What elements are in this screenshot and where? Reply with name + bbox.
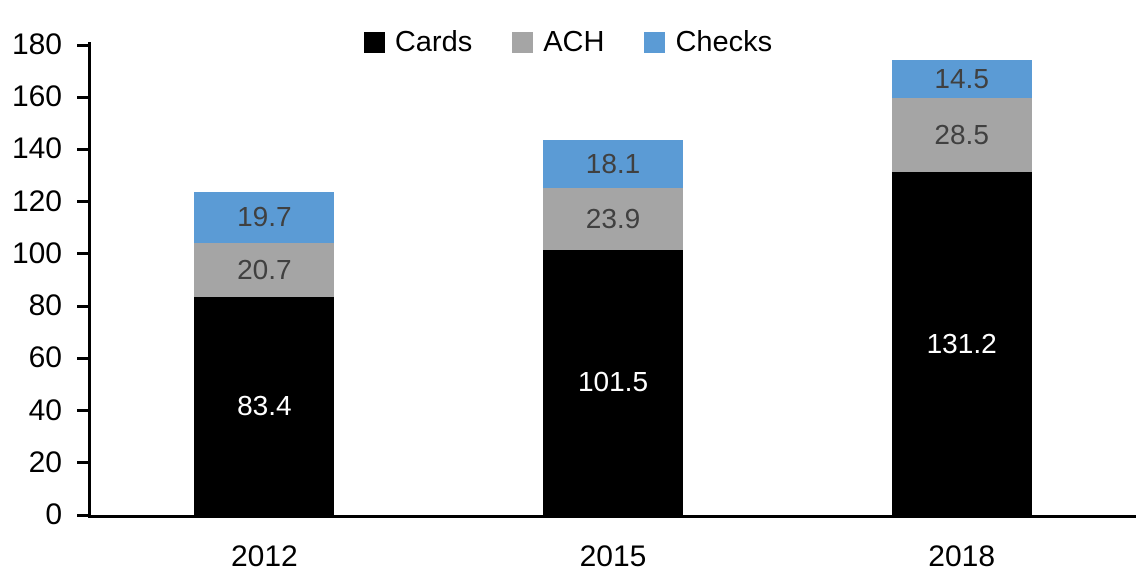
y-tick-label: 120 — [11, 184, 62, 218]
y-tick-label: 60 — [28, 341, 62, 375]
y-tick-mark — [77, 252, 88, 256]
bar-segment-cards-2015: 101.5 — [543, 249, 683, 515]
bar-value-label: 83.4 — [237, 390, 292, 422]
x-axis-line — [88, 515, 1136, 518]
bar-segment-checks-2012: 19.7 — [194, 191, 335, 244]
bar-segment-cards-2018: 131.2 — [891, 172, 1032, 515]
legend-label: Cards — [394, 26, 473, 58]
y-tick-mark — [77, 409, 88, 413]
x-tick-label-2015: 2015 — [579, 540, 647, 573]
x-tick-label-2018: 2018 — [928, 540, 996, 573]
bar-segment-checks-2015: 18.1 — [543, 140, 683, 188]
y-tick-mark — [77, 513, 88, 517]
bar-segment-cards-2012: 83.4 — [194, 297, 335, 515]
bar-value-label: 19.7 — [237, 201, 292, 233]
bar-segment-ach-2012: 20.7 — [194, 243, 335, 298]
legend-swatch-checks — [644, 32, 666, 53]
legend-item-checks: Checks — [644, 28, 772, 57]
bar-segment-ach-2018: 28.5 — [891, 98, 1032, 173]
bar-value-label: 101.5 — [577, 366, 649, 398]
legend-item-ach: ACH — [512, 28, 604, 57]
legend-label: ACH — [543, 26, 605, 58]
bar-value-label: 28.5 — [934, 119, 989, 151]
y-tick-label: 140 — [11, 132, 62, 166]
bar-value-label: 14.5 — [934, 63, 989, 95]
bar-value-label: 20.7 — [237, 254, 292, 286]
y-tick-mark — [77, 95, 88, 99]
y-tick-mark — [77, 200, 88, 204]
y-tick-label: 160 — [11, 80, 62, 114]
chart-legend: Cards ACH Checks — [0, 28, 1136, 57]
bar-value-label: 23.9 — [585, 202, 641, 234]
x-tick-label-2012: 2012 — [230, 540, 298, 573]
legend-swatch-cards — [363, 32, 385, 53]
y-tick-label: 80 — [28, 289, 62, 323]
legend-swatch-ach — [512, 32, 534, 53]
y-tick-mark — [77, 461, 88, 465]
legend-label: Checks — [675, 26, 773, 58]
y-tick-label: 20 — [28, 445, 62, 479]
y-tick-mark — [77, 356, 88, 360]
y-tick-mark — [77, 304, 88, 308]
y-tick-label: 0 — [45, 498, 62, 531]
legend-item-cards: Cards — [363, 26, 473, 58]
bar-value-label: 131.2 — [926, 327, 997, 359]
y-tick-mark — [77, 43, 88, 47]
y-tick-label: 40 — [28, 393, 62, 427]
bar-segment-checks-2018: 14.5 — [891, 60, 1032, 98]
bar-value-label: 18.1 — [585, 147, 641, 179]
y-tick-label: 100 — [11, 236, 62, 270]
bar-segment-ach-2015: 23.9 — [543, 187, 683, 250]
y-axis-line — [88, 42, 91, 518]
y-tick-mark — [77, 147, 88, 151]
y-tick-label: 180 — [11, 28, 62, 61]
